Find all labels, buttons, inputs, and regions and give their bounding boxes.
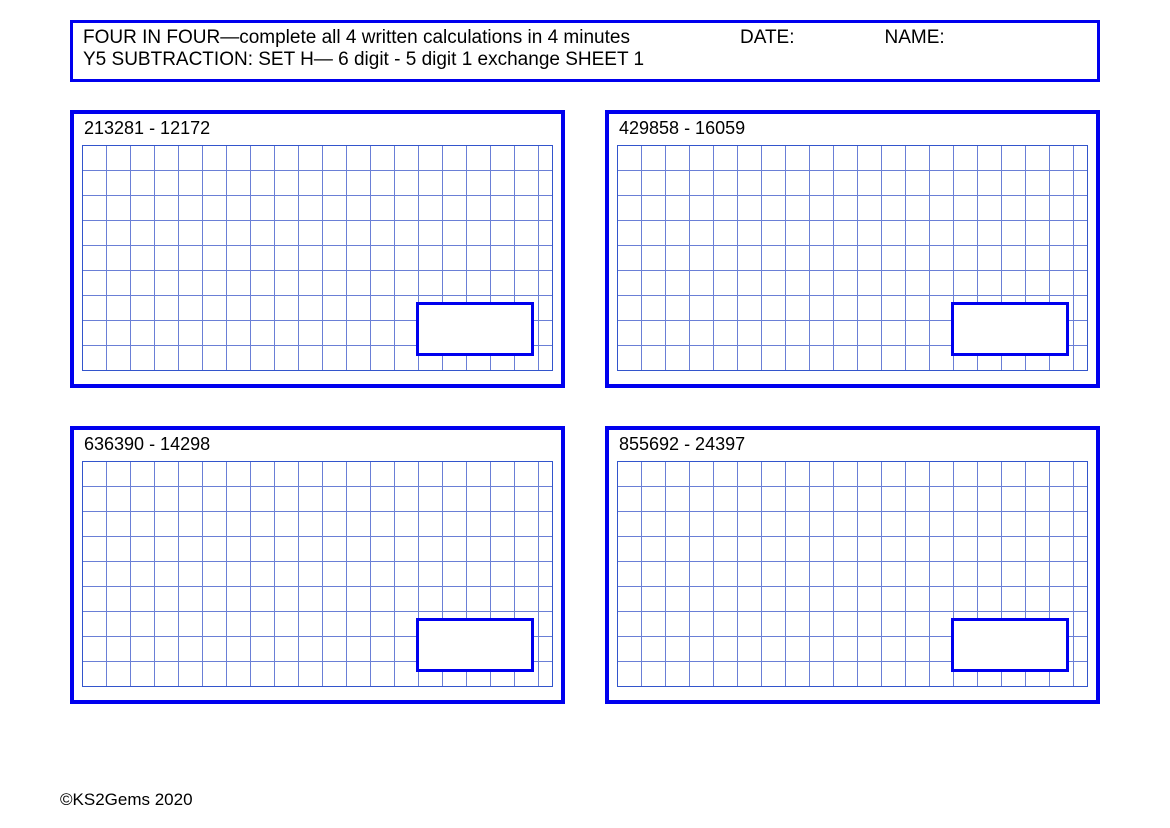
work-grid	[617, 461, 1088, 687]
problem-text: 636390 - 14298	[84, 434, 553, 455]
problem-box-2: 429858 - 16059	[605, 110, 1100, 388]
header-row-1: FOUR IN FOUR—complete all 4 written calc…	[83, 27, 1087, 49]
answer-box	[951, 302, 1069, 356]
footer-copyright: ©KS2Gems 2020	[60, 790, 193, 810]
problem-box-1: 213281 - 12172	[70, 110, 565, 388]
header-title: FOUR IN FOUR—complete all 4 written calc…	[83, 27, 630, 49]
problems-grid: 213281 - 12172 429858 - 16059 636390 - 1…	[70, 110, 1100, 704]
problem-text: 213281 - 12172	[84, 118, 553, 139]
problem-box-4: 855692 - 24397	[605, 426, 1100, 704]
work-grid	[82, 145, 553, 371]
problem-box-3: 636390 - 14298	[70, 426, 565, 704]
worksheet-page: FOUR IN FOUR—complete all 4 written calc…	[0, 0, 1170, 828]
problem-text: 855692 - 24397	[619, 434, 1088, 455]
work-grid	[617, 145, 1088, 371]
answer-box	[951, 618, 1069, 672]
date-label: DATE:	[740, 27, 795, 49]
header-subtitle: Y5 SUBTRACTION: SET H— 6 digit - 5 digit…	[83, 49, 1087, 71]
work-grid	[82, 461, 553, 687]
answer-box	[416, 302, 534, 356]
problem-text: 429858 - 16059	[619, 118, 1088, 139]
header-box: FOUR IN FOUR—complete all 4 written calc…	[70, 20, 1100, 82]
answer-box	[416, 618, 534, 672]
name-label: NAME:	[885, 27, 945, 49]
